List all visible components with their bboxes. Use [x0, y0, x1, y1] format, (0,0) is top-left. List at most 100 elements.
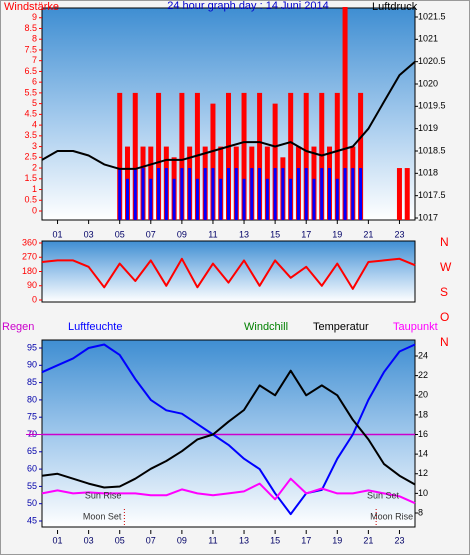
- y-tick-label: 270: [22, 252, 37, 262]
- y-tick-label: 7: [32, 55, 37, 65]
- y-label: Regen: [2, 321, 34, 333]
- y-tick-label: 6.5: [24, 66, 37, 76]
- x-tick-label: 23: [394, 229, 404, 239]
- data-line: [41, 343, 416, 516]
- bar: [358, 92, 364, 220]
- y2-tick-label: 22: [418, 370, 428, 380]
- panel-direction: [41, 240, 416, 303]
- y2-tick-label: 1017: [418, 212, 438, 222]
- bar: [227, 168, 230, 220]
- x-tick-label: 07: [146, 229, 156, 239]
- y-tick-label: 3.5: [24, 130, 37, 140]
- y-tick-label: 9: [32, 12, 37, 22]
- x-tick-label: 23: [394, 535, 404, 545]
- annotation: Sun Rise: [85, 490, 122, 500]
- bar: [265, 178, 269, 220]
- bar: [179, 92, 185, 220]
- x-tick-label: 09: [177, 535, 187, 545]
- bar: [250, 168, 254, 220]
- y-tick-label: 75: [27, 412, 37, 422]
- y2-tick-label: 1021.5: [418, 11, 446, 21]
- bar: [312, 178, 316, 220]
- direction-label: N: [440, 335, 449, 349]
- bar: [203, 168, 207, 220]
- bar: [342, 7, 348, 220]
- y-tick-label: 8.5: [24, 23, 37, 33]
- data-line: [41, 60, 416, 170]
- y2-tick-label: 1020.5: [418, 56, 446, 66]
- legend-label: Luftfeuchte: [68, 321, 122, 333]
- x-tick-label: 07: [146, 535, 156, 545]
- x-tick-label: 05: [115, 229, 125, 239]
- legend-label: Windchill: [244, 321, 288, 333]
- x-tick-label: 13: [239, 535, 249, 545]
- x-tick-label: 17: [301, 535, 311, 545]
- x-tick-label: 01: [53, 229, 63, 239]
- y-tick-label: 1: [32, 184, 37, 194]
- direction-label: N: [440, 235, 449, 249]
- y-tick-label: 0: [32, 294, 37, 304]
- bar: [195, 178, 199, 220]
- y2-tick-label: 18: [418, 409, 428, 419]
- bar: [118, 168, 122, 220]
- direction-label: W: [440, 260, 452, 274]
- bar: [125, 178, 129, 220]
- y-tick-label: 1.5: [24, 173, 37, 183]
- y-tick-label: 85: [27, 377, 37, 387]
- y-tick-label: 2: [32, 162, 37, 172]
- bar: [219, 178, 223, 220]
- bar: [226, 92, 231, 220]
- y2-tick-label: 1020: [418, 78, 438, 88]
- y2-tick-label: 20: [418, 390, 428, 400]
- bar: [234, 168, 238, 220]
- y-tick-label: 90: [27, 360, 37, 370]
- x-tick-label: 17: [301, 229, 311, 239]
- y2-tick-label: 1018: [418, 168, 438, 178]
- bar: [117, 92, 123, 220]
- data-line: [41, 477, 416, 505]
- chart-title: 24 hour graph day : 14 Juni 2014: [167, 0, 328, 12]
- y-tick-label: 2.5: [24, 152, 37, 162]
- y2-tick-label: 8: [418, 507, 423, 517]
- x-tick-label: 13: [239, 229, 249, 239]
- x-tick-label: 09: [177, 229, 187, 239]
- y-tick-label: 95: [27, 342, 37, 352]
- y-tick-label: 45: [27, 515, 37, 525]
- y-tick-label: 360: [22, 237, 37, 247]
- y-tick-label: 6: [32, 77, 37, 87]
- y-tick-label: 55: [27, 481, 37, 491]
- x-tick-label: 01: [53, 535, 63, 545]
- y-tick-label: 5: [32, 98, 37, 108]
- bar: [335, 178, 339, 220]
- bar: [149, 178, 153, 220]
- bar: [273, 168, 277, 220]
- bar: [343, 168, 347, 220]
- annotation: Sun Set: [367, 490, 400, 500]
- x-tick-label: 11: [208, 535, 217, 545]
- y-tick-label: 4: [32, 119, 37, 129]
- x-tick-label: 19: [332, 535, 342, 545]
- y-tick-label: 7.5: [24, 44, 37, 54]
- y2-tick-label: 16: [418, 429, 428, 439]
- y2-tick-label: 1017.5: [418, 190, 446, 200]
- legend-label: Temperatur: [313, 321, 369, 333]
- bar: [132, 92, 138, 220]
- data-line: [41, 369, 416, 489]
- bar: [156, 92, 162, 220]
- bar: [320, 168, 324, 220]
- bar: [272, 103, 278, 220]
- y-tick-label: 0: [32, 205, 37, 215]
- x-tick-label: 21: [363, 229, 373, 239]
- annotation: Moon Rise: [370, 511, 413, 521]
- bar: [281, 168, 285, 220]
- bar: [257, 92, 263, 220]
- y-tick-label: 4.5: [24, 109, 37, 119]
- x-tick-label: 05: [115, 535, 125, 545]
- bar: [172, 178, 176, 220]
- y-tick-label: 5.5: [24, 87, 37, 97]
- x-tick-label: 03: [84, 535, 94, 545]
- bar: [157, 168, 161, 220]
- bar: [180, 168, 184, 220]
- x-tick-label: 11: [208, 229, 217, 239]
